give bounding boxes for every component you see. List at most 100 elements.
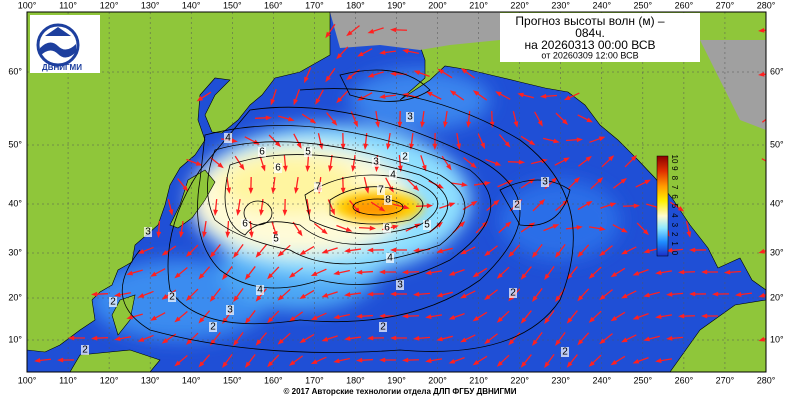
wind-arrow-head xyxy=(225,231,231,238)
contour-label: 3 xyxy=(397,280,403,291)
wind-arrow-head xyxy=(552,224,560,229)
wind-arrow-head xyxy=(449,90,457,96)
wind-arrow-head xyxy=(293,98,298,106)
contour-label-bg xyxy=(241,219,249,229)
wind-arrow-head xyxy=(655,314,662,319)
wind-arrow xyxy=(761,118,766,123)
wind-arrow-head xyxy=(277,294,284,301)
wind-arrow-head xyxy=(321,292,329,298)
wind-arrow-head xyxy=(643,336,650,342)
wind-arrow-head xyxy=(174,316,181,323)
wind-arrow-head xyxy=(472,359,480,366)
wind-arrow-head xyxy=(367,72,375,78)
copyright: © 2017 Авторские технологии отдела ДЛП Ф… xyxy=(284,387,517,396)
wind-arrow-head xyxy=(296,142,302,149)
wind-arrow-head xyxy=(425,270,432,275)
wind-arrow-head xyxy=(209,339,216,346)
lat-label: 50° xyxy=(770,139,784,149)
wind-arrow-head xyxy=(390,71,397,77)
wind-arrow-head xyxy=(413,335,420,341)
wind-arrow-head xyxy=(758,292,766,298)
wind-arrow-head xyxy=(632,315,640,320)
contour-label: 6 xyxy=(259,147,265,158)
wind-arrow-head xyxy=(255,295,262,302)
wind-arrow-head xyxy=(233,339,239,347)
contour-label-bg xyxy=(209,322,217,332)
wind-arrow-head xyxy=(299,249,306,256)
wind-arrow-head xyxy=(758,248,766,254)
wind-arrow-head xyxy=(351,165,356,172)
lon-label: 100° xyxy=(18,0,37,10)
wind-arrow-head xyxy=(310,359,318,365)
wind-arrow-head xyxy=(446,163,452,171)
wind-arrow-head xyxy=(336,53,343,60)
colorbar-label: 6 xyxy=(670,194,679,199)
wind-arrow-head xyxy=(344,248,351,253)
wind-arrow-head xyxy=(91,291,98,297)
wind-arrow-head xyxy=(379,357,386,363)
wind-arrow-head xyxy=(513,121,519,128)
wind-arrow-head xyxy=(185,294,192,302)
contour-label-bg xyxy=(258,147,266,157)
wind-arrow-head xyxy=(156,231,162,238)
wind-arrow-head xyxy=(330,208,335,216)
contour-label: 4 xyxy=(257,285,263,296)
wind-arrow-head xyxy=(379,94,386,99)
wind-arrow-head xyxy=(282,209,288,216)
wind-arrow-head xyxy=(363,143,368,150)
wind-arrow-head xyxy=(392,224,399,230)
contour-label-bg xyxy=(396,280,404,290)
wind-arrow-head xyxy=(233,295,239,303)
colorbar-label: 8 xyxy=(670,176,679,181)
wind-arrow-head xyxy=(346,74,353,81)
wind-arrow-head xyxy=(544,361,550,369)
lon-label: 110° xyxy=(59,0,77,10)
wind-arrow-head xyxy=(267,273,274,280)
wind-arrow-head xyxy=(277,338,284,345)
lon-label: 180° xyxy=(346,0,365,10)
contour-label: 5 xyxy=(424,220,430,231)
lon-label: 120° xyxy=(100,0,119,10)
wind-arrow-head xyxy=(397,121,403,128)
contour-label: 4 xyxy=(390,170,396,181)
wind-arrow-head xyxy=(461,182,468,187)
lon-label: 150° xyxy=(223,375,242,385)
lon-label: 100° xyxy=(18,375,37,385)
wind-arrow-head xyxy=(472,315,480,322)
wind-arrow-head xyxy=(91,335,98,341)
wind-arrow-head xyxy=(436,248,443,254)
wind-arrow-head xyxy=(566,361,573,368)
wind-arrow-head xyxy=(267,317,274,324)
lon-label: 280° xyxy=(757,375,776,385)
wind-arrow-head xyxy=(493,199,500,206)
lat-label: 30° xyxy=(770,247,784,257)
lon-label: 220° xyxy=(510,375,529,385)
contour-label: 7 xyxy=(378,185,384,196)
contour-label-bg xyxy=(272,234,280,244)
wind-arrow-head xyxy=(282,165,288,172)
wind-arrow-head xyxy=(689,247,696,253)
wind-arrow-head xyxy=(137,337,145,342)
wind-arrow-head xyxy=(678,269,685,275)
wind-arrow-head xyxy=(248,187,254,194)
wind-arrow-head xyxy=(379,50,386,55)
wind-arrow-head xyxy=(161,294,169,300)
wind-arrow-head xyxy=(432,143,438,150)
wind-arrow-head xyxy=(508,339,515,346)
wind-arrow-head xyxy=(386,143,391,150)
lon-label: 180° xyxy=(346,375,365,385)
contour-label-bg xyxy=(372,157,380,167)
wind-arrow-head xyxy=(321,228,328,235)
no-data xyxy=(330,12,500,50)
wind-arrow-head xyxy=(655,358,662,363)
wind-arrow-head xyxy=(390,335,397,341)
contour-label-bg xyxy=(81,345,89,355)
wind-arrow-head xyxy=(586,200,593,207)
wind-arrow-head xyxy=(448,202,456,208)
wind-arrow-head xyxy=(222,361,228,369)
wind-arrow-head xyxy=(325,31,331,39)
wind-arrow-head xyxy=(459,337,467,343)
wind-arrow-head xyxy=(331,119,338,126)
